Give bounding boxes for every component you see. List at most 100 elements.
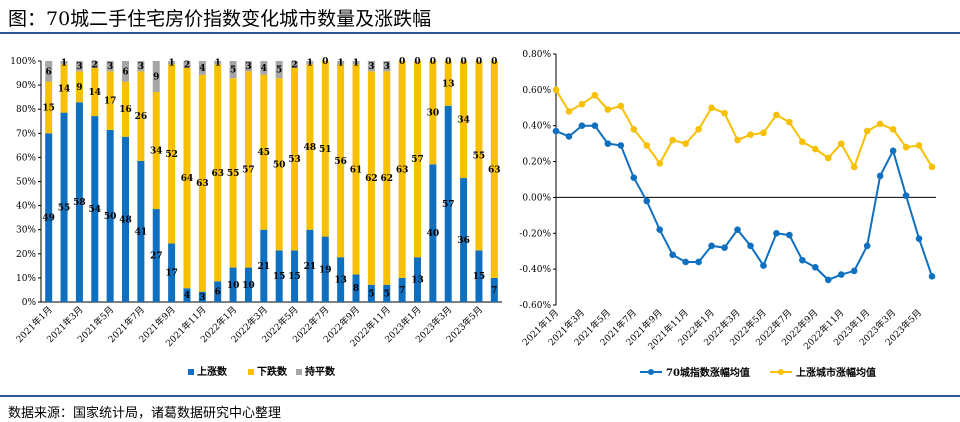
bar-segment-up <box>244 267 252 302</box>
data-label-down: 16 <box>119 105 132 115</box>
bar-segment-flat <box>291 61 299 68</box>
data-label-up: 48 <box>119 215 132 225</box>
data-label-up: 21 <box>258 262 271 272</box>
data-label-flat: 0 <box>491 57 497 67</box>
legend-swatch <box>248 369 254 375</box>
bar-segment-down <box>229 78 237 268</box>
data-label-down: 30 <box>427 109 440 119</box>
bar-segment-down <box>75 71 83 103</box>
data-label-down: 50 <box>273 160 286 170</box>
data-label-flat: 3 <box>245 62 251 72</box>
legend-label: 持平数 <box>305 365 336 378</box>
bar-segment-up <box>383 284 391 302</box>
series-point-1 <box>747 131 754 138</box>
series-point-0 <box>799 256 806 264</box>
y-tick-label: 20% <box>16 250 36 260</box>
bar-segment-flat <box>352 61 360 65</box>
data-label-flat: 3 <box>138 62 144 72</box>
data-label-up: 55 <box>58 203 71 213</box>
series-point-0 <box>889 147 897 155</box>
y-tick-label: -0.20% <box>519 229 551 239</box>
bar-segment-down <box>45 81 53 134</box>
data-label-up: 15 <box>288 272 301 282</box>
series-point-0 <box>902 192 910 199</box>
series-point-1 <box>876 120 884 128</box>
data-label-up: 49 <box>42 214 55 224</box>
data-label-down: 52 <box>165 150 178 160</box>
bar-segment-up <box>137 160 145 302</box>
data-label-flat: 1 <box>307 59 313 69</box>
data-label-up: 36 <box>457 236 470 246</box>
bar-segment-down <box>413 61 421 258</box>
data-label-flat: 6 <box>122 67 128 77</box>
data-label-up: 15 <box>473 272 486 282</box>
page-title: 图：70城二手住宅房价指数变化城市数量及涨跌幅 <box>8 8 432 30</box>
bar-segment-flat <box>106 61 114 72</box>
bar-segment-up <box>91 116 99 302</box>
y-tick-label: 0.20% <box>522 158 551 168</box>
series-point-1 <box>617 102 625 110</box>
bar-segment-up <box>152 209 160 302</box>
bar-segment-down <box>244 71 252 268</box>
data-label-flat: 1 <box>215 59 221 69</box>
legend-label: 上涨城市涨幅均值 <box>796 366 876 379</box>
data-label-down: 34 <box>150 147 163 157</box>
y-tick-label: 40% <box>16 202 36 212</box>
data-label-down: 9 <box>76 83 82 93</box>
data-label-up: 7 <box>399 286 405 296</box>
data-label-flat: 3 <box>368 62 374 72</box>
bar-segment-down <box>306 64 314 230</box>
series-point-0 <box>915 235 923 242</box>
bar-segment-up <box>490 277 498 302</box>
data-label-up: 19 <box>319 265 332 275</box>
bar-segment-down <box>367 71 375 285</box>
series-point-1 <box>578 100 586 108</box>
legend-swatch <box>296 369 302 375</box>
y-tick-label: 70% <box>16 129 36 139</box>
data-label-down: 34 <box>457 116 470 126</box>
data-label-flat: 4 <box>261 64 267 74</box>
data-label-flat: 0 <box>445 57 451 67</box>
data-label-flat: 5 <box>276 66 282 76</box>
bar-segment-down <box>337 64 345 258</box>
bar-segment-flat <box>152 61 160 92</box>
data-label-flat: 2 <box>184 60 190 70</box>
series-point-0 <box>786 231 793 239</box>
bar-segment-up <box>75 102 83 302</box>
bar-segment-up <box>60 112 68 303</box>
data-label-up: 4 <box>184 291 190 301</box>
bar-segment-flat <box>60 61 68 65</box>
data-label-up: 13 <box>411 276 424 286</box>
series-point-0 <box>630 174 638 182</box>
bar-segment-down <box>460 61 468 179</box>
bar-segment-down <box>60 64 68 113</box>
series-point-0 <box>747 242 754 250</box>
bar-segment-down <box>91 67 99 117</box>
bar-segment-down <box>198 74 206 292</box>
data-label-down: 14 <box>89 88 102 98</box>
data-label-down: 63 <box>196 179 209 189</box>
data-label-down: 17 <box>104 97 117 107</box>
data-label-down: 63 <box>211 169 224 179</box>
data-label-up: 10 <box>242 281 255 291</box>
series-point-0 <box>837 271 845 278</box>
series-point-0 <box>734 226 741 233</box>
bar-segment-down <box>260 74 268 230</box>
bar-segment-down <box>490 61 498 278</box>
data-label-up: 27 <box>150 252 163 262</box>
series-point-1 <box>682 140 689 147</box>
bar-segment-down <box>429 61 437 165</box>
y-tick-label: 0.00% <box>522 193 551 203</box>
series-line-0 <box>555 124 933 282</box>
data-label-flat: 0 <box>399 57 405 67</box>
series-point-1 <box>565 108 573 115</box>
series-point-1 <box>824 154 832 162</box>
data-label-down: 15 <box>42 103 55 113</box>
bar-segment-up <box>321 236 329 302</box>
data-label-up: 6 <box>215 288 221 298</box>
data-label-up: 10 <box>227 281 240 291</box>
bar-segment-up <box>352 274 360 302</box>
series-point-1 <box>630 126 638 133</box>
stacked-bar-chart: 0%10%20%30%40%50%60%70%80%90%100%4915655… <box>10 57 502 378</box>
bar-segment-down <box>152 91 160 210</box>
